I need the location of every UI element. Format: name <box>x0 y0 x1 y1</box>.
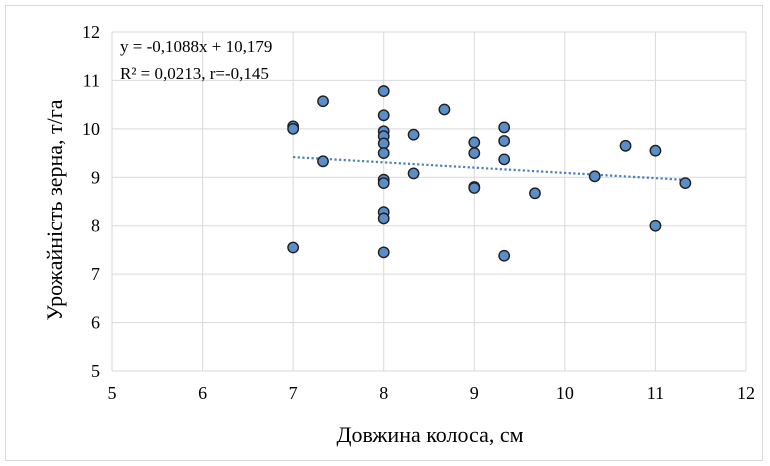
r-squared-label: R² = 0,0213, r=-0,145 <box>120 64 269 83</box>
y-tick-label: 12 <box>82 22 100 42</box>
data-point <box>287 122 300 135</box>
points-group <box>287 85 692 262</box>
grid <box>111 31 747 372</box>
y-tick-label: 10 <box>82 119 100 139</box>
data-point <box>588 170 601 183</box>
data-point <box>438 103 451 116</box>
y-axis-title: Урожайність зерна, т/га <box>42 99 67 320</box>
data-point <box>377 85 390 97</box>
data-point <box>649 144 662 157</box>
data-point <box>377 177 390 189</box>
y-tick-label: 9 <box>91 167 100 187</box>
y-tick-label: 7 <box>91 264 100 284</box>
equation-label: y = -0,1088x + 10,179 <box>120 37 272 56</box>
data-point <box>407 128 420 141</box>
x-tick-label: 5 <box>108 383 117 403</box>
x-tick-label: 6 <box>198 383 207 403</box>
y-tick-label: 11 <box>83 70 100 90</box>
data-point <box>468 147 481 159</box>
data-point <box>649 219 662 232</box>
x-tick-label: 7 <box>289 383 298 403</box>
data-point <box>407 167 420 180</box>
data-point <box>377 109 390 122</box>
data-point <box>377 212 390 225</box>
y-tick-label: 6 <box>91 313 100 333</box>
data-point <box>529 187 541 200</box>
data-point <box>317 155 329 168</box>
data-point <box>679 177 692 189</box>
data-point <box>498 153 511 166</box>
data-point <box>468 182 481 194</box>
trendline <box>293 155 686 181</box>
x-tick-label: 8 <box>379 383 388 403</box>
x-tick-label: 10 <box>556 383 574 403</box>
x-tick-label: 12 <box>737 383 755 403</box>
data-point <box>468 136 481 149</box>
data-point <box>498 249 511 262</box>
data-point <box>619 139 632 152</box>
y-tick-label: 5 <box>91 361 100 381</box>
data-point <box>377 147 390 159</box>
tick-labels: 5 6 7 8 9 10 11 12 5 6 7 8 9 10 11 12 <box>82 22 755 403</box>
data-point <box>498 135 511 147</box>
x-tick-label: 9 <box>470 383 479 403</box>
data-point <box>287 241 300 254</box>
data-point <box>377 246 390 259</box>
y-tick-label: 8 <box>91 216 100 236</box>
data-point <box>317 95 329 108</box>
x-tick-label: 11 <box>647 383 664 403</box>
trendline-group <box>293 155 686 181</box>
x-axis-title: Довжина колоса, см <box>336 422 523 447</box>
data-point <box>498 121 511 134</box>
data-point <box>377 137 390 150</box>
